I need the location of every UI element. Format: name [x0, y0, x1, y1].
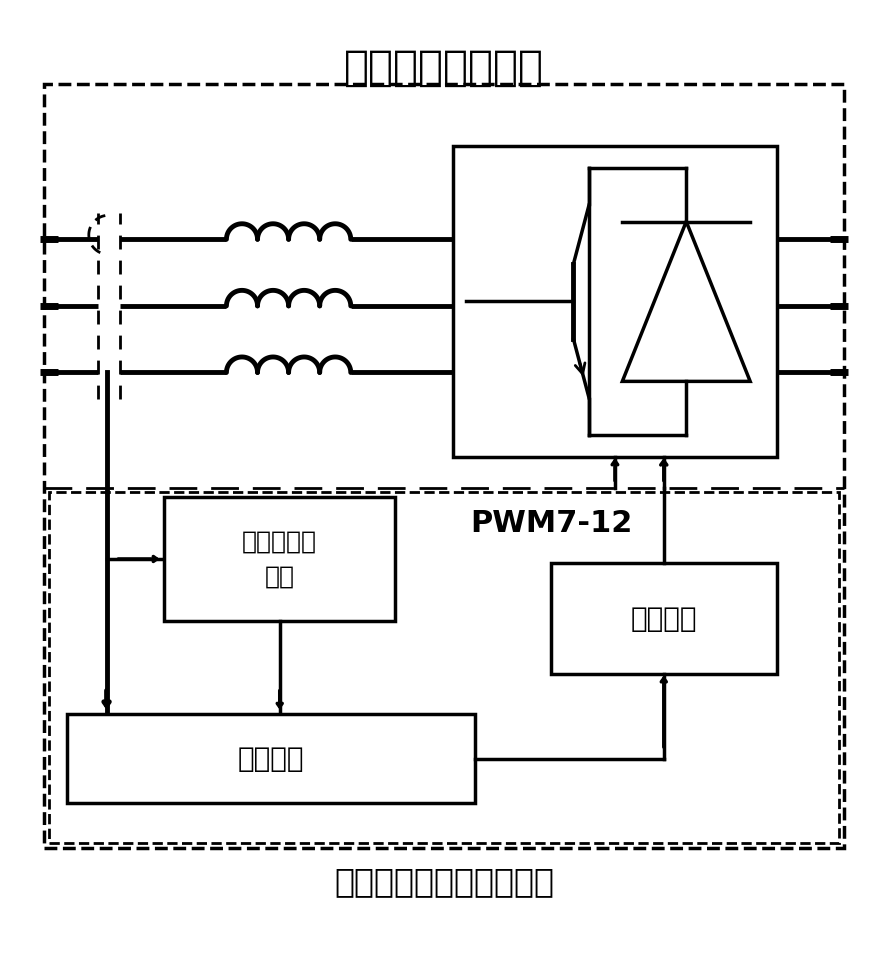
- Text: 起动发电机模拟器: 起动发电机模拟器: [344, 47, 544, 89]
- Bar: [67, 715, 475, 804]
- Text: 起动发电机
模型: 起动发电机 模型: [242, 529, 317, 589]
- Text: 起动发电机模拟器控制器: 起动发电机模拟器控制器: [334, 864, 554, 897]
- Bar: [164, 497, 395, 621]
- Polygon shape: [622, 221, 750, 381]
- Bar: [44, 84, 844, 848]
- Text: PWM7-12: PWM7-12: [471, 509, 633, 538]
- Bar: [49, 492, 839, 843]
- Text: 脉宽调制: 脉宽调制: [630, 605, 697, 633]
- Text: 电流控制: 电流控制: [238, 745, 304, 773]
- Bar: [453, 146, 777, 456]
- Bar: [551, 564, 777, 674]
